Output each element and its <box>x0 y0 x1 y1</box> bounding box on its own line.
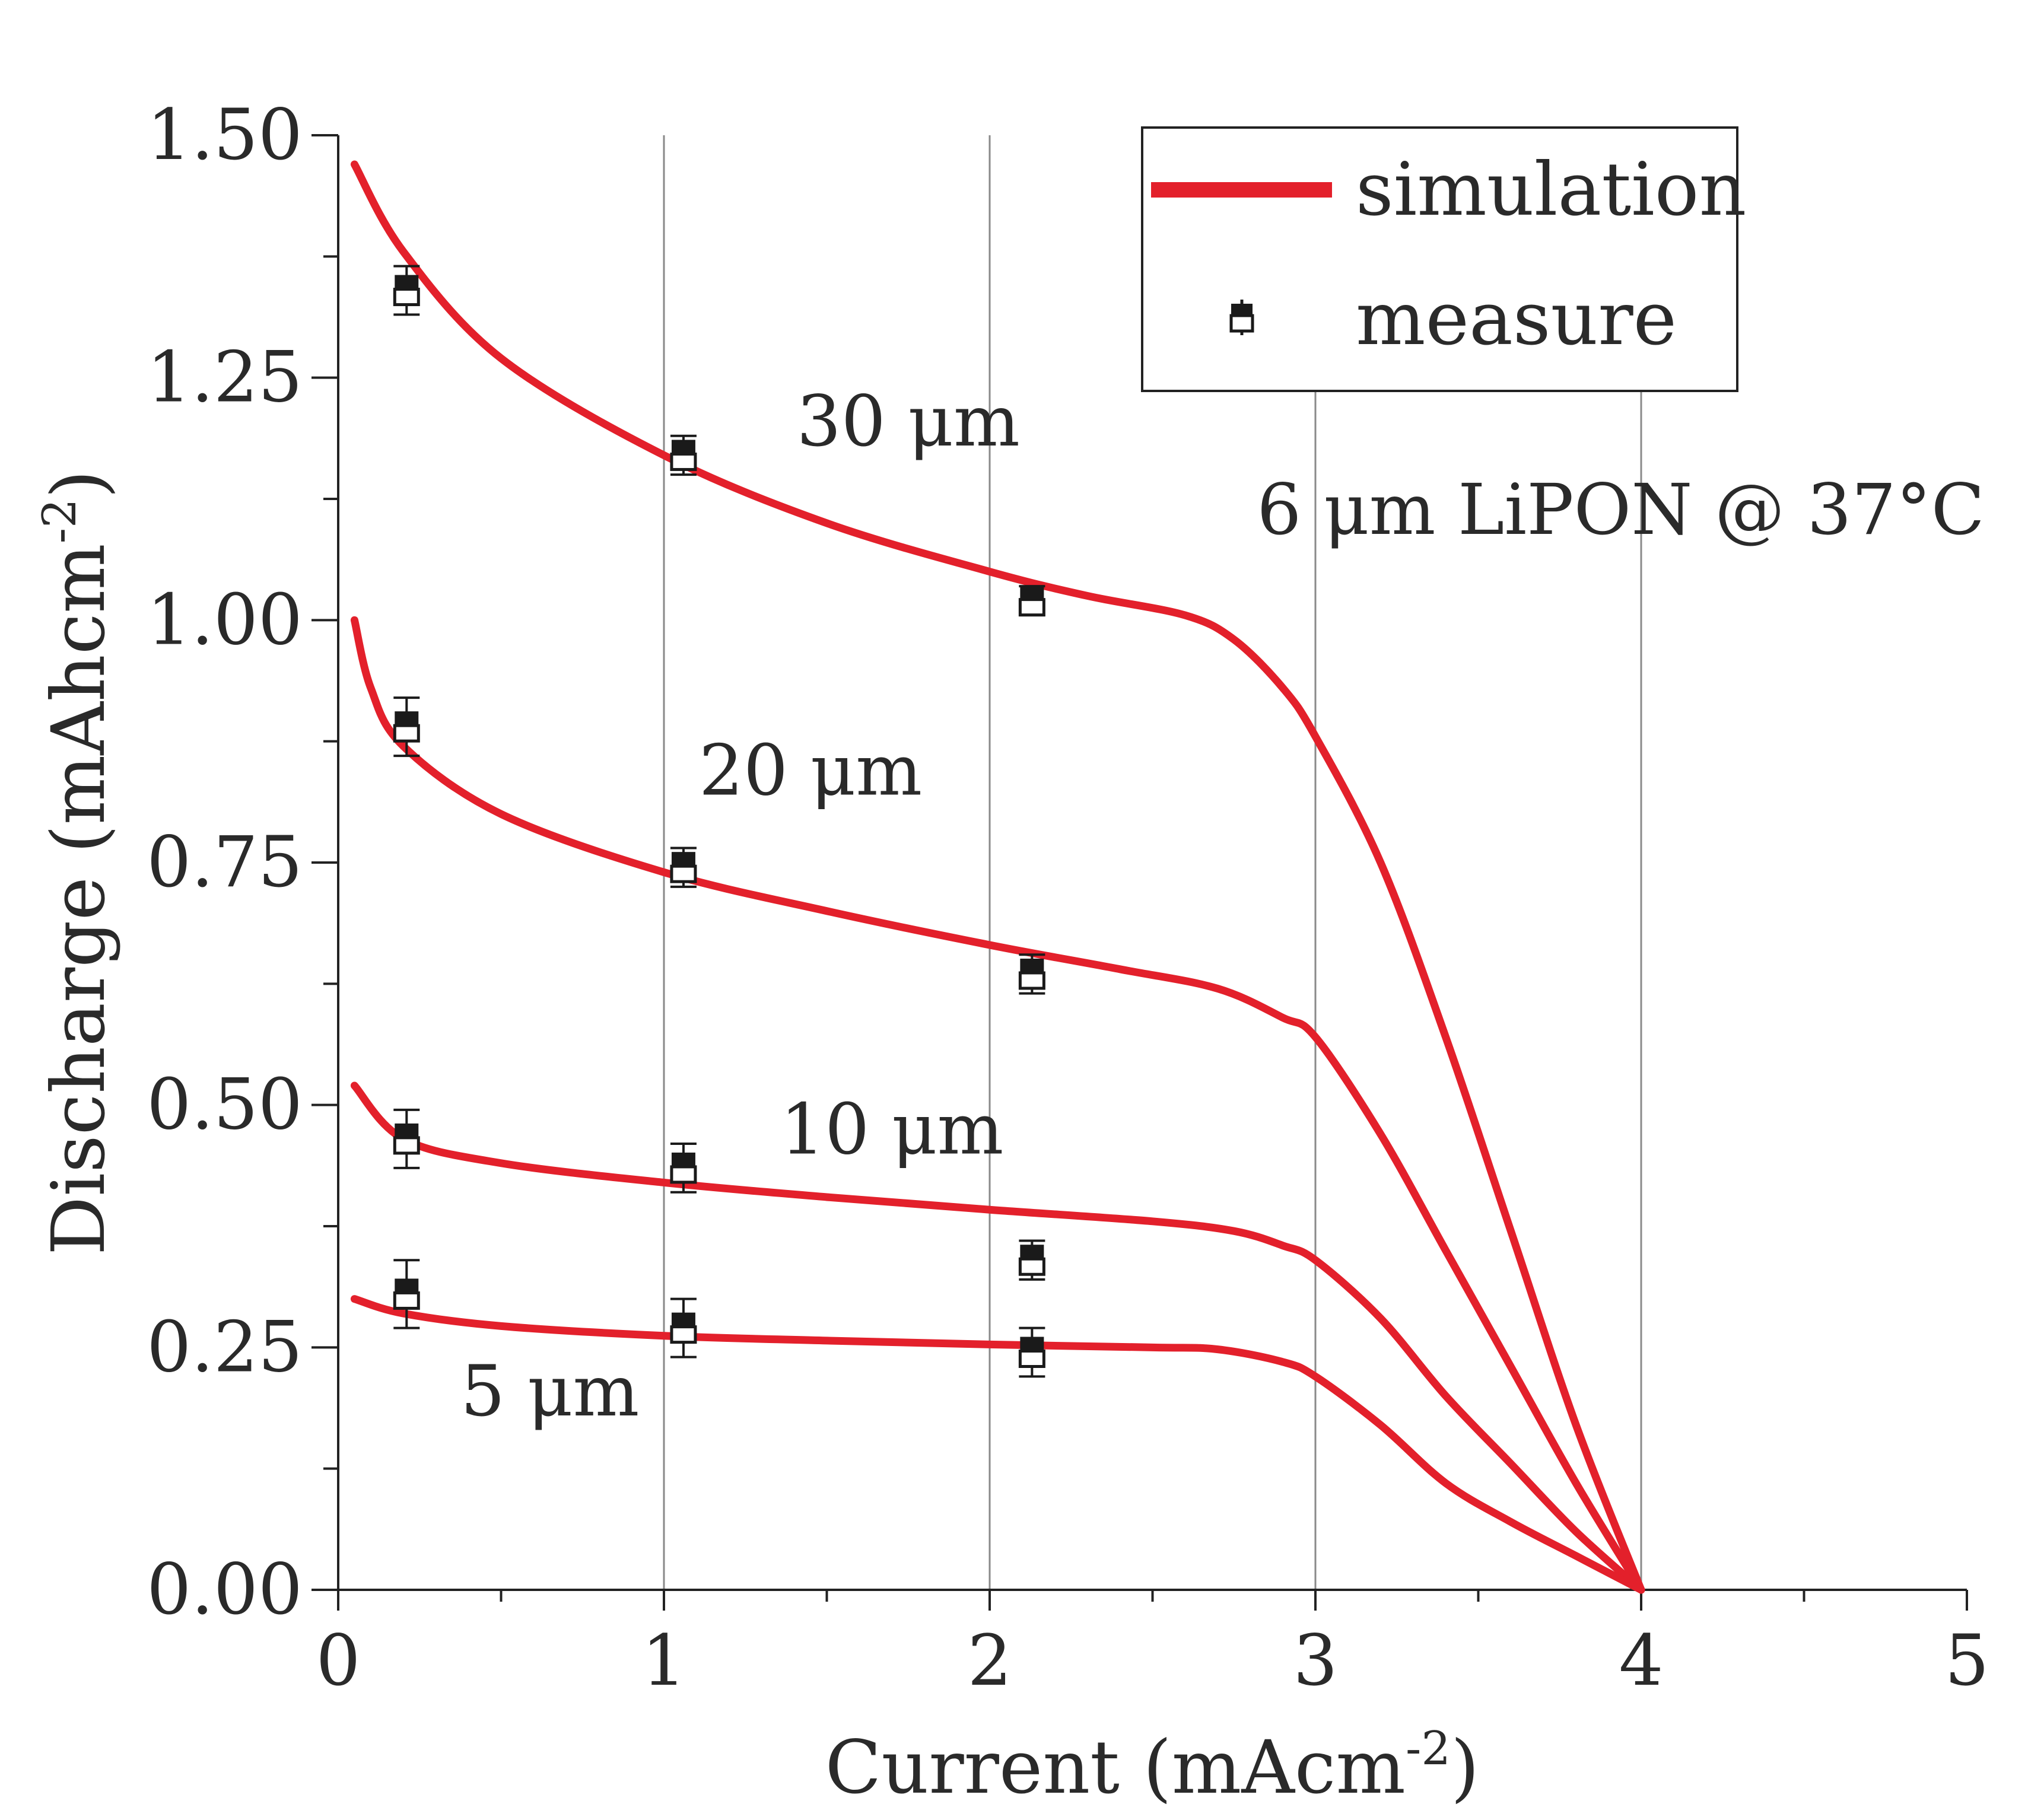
marker-top-half <box>395 1123 419 1138</box>
marker-top-half <box>671 852 695 867</box>
series-labels: 30 μm 20 μm 10 μm 5 μm <box>460 380 1020 1432</box>
x-tick-label: 3 <box>1293 1619 1337 1701</box>
measure-point <box>1018 585 1045 617</box>
marker-bottom-half <box>1018 1257 1045 1276</box>
y-tick-label: 1.25 <box>147 336 303 418</box>
y-tick-label: 0.25 <box>147 1306 303 1388</box>
y-tick-label: 0.00 <box>147 1548 303 1630</box>
measure-point <box>393 265 420 316</box>
simulation-line <box>350 616 1645 1594</box>
measure-point <box>1018 1326 1045 1378</box>
measure-point <box>670 847 697 888</box>
simulation-line <box>350 160 1645 1594</box>
legend-simulation-label: simulation <box>1356 147 1746 233</box>
x-ticks: 0 1 2 3 4 5 <box>316 1590 1989 1701</box>
simulation-lines <box>350 160 1645 1594</box>
measure-point <box>670 1297 697 1358</box>
series-label: 5 μm <box>460 1350 639 1432</box>
measure-point <box>670 434 697 476</box>
y-tick-label: 0.50 <box>147 1064 303 1146</box>
marker-bottom-half <box>393 1291 420 1310</box>
marker-top-half <box>671 1152 695 1167</box>
x-tick-label: 4 <box>1619 1619 1663 1701</box>
marker-top-half <box>1020 1245 1044 1259</box>
marker-top-half <box>1020 958 1044 973</box>
marker-bottom-half <box>1018 598 1045 617</box>
series-label: 20 μm <box>699 730 922 812</box>
marker-bottom-half <box>670 1165 697 1184</box>
series-label: 30 μm <box>797 380 1020 462</box>
legend-box <box>1141 126 1738 392</box>
y-tick-label: 0.75 <box>147 821 303 903</box>
marker-top-half <box>671 440 695 454</box>
x-tick-label: 5 <box>1944 1619 1989 1701</box>
measure-points <box>393 265 1045 1378</box>
simulation-line <box>350 1295 1645 1594</box>
marker-bottom-half <box>670 864 697 883</box>
marker-bottom-half <box>1018 1350 1045 1369</box>
legend-measure-label: measure <box>1356 276 1677 362</box>
marker-bottom-half <box>670 452 697 471</box>
marker-bottom-half <box>670 1325 697 1344</box>
y-ticks: 0.00 0.25 0.50 0.75 1.00 1.25 1.50 <box>147 94 338 1630</box>
marker-top-half <box>395 275 419 289</box>
marker-top-half <box>1020 1337 1044 1351</box>
marker-top-half <box>1020 585 1044 600</box>
x-tick-label: 2 <box>967 1619 1012 1701</box>
marker-bottom-half <box>393 1136 420 1155</box>
x-axis-title: Current (mAcm-2) <box>825 1722 1480 1811</box>
y-tick-label: 1.00 <box>147 578 303 660</box>
marker-top-half <box>671 1312 695 1327</box>
x-tick-label: 1 <box>641 1619 686 1701</box>
marker-bottom-half <box>393 288 420 307</box>
x-tick-label: 0 <box>316 1619 360 1701</box>
marker-top-half <box>395 1278 419 1293</box>
measure-point <box>670 1143 697 1194</box>
y-tick-label: 1.50 <box>147 94 303 176</box>
measure-point <box>1018 1239 1045 1281</box>
measure-point <box>1018 953 1045 995</box>
measure-point <box>393 1259 420 1329</box>
condition-label: 6 μm LiPON @ 37°C <box>1257 469 1985 551</box>
measure-point <box>393 696 420 758</box>
y-axis-title: Discharge (mAhcm-2) <box>33 470 122 1255</box>
measure-point <box>393 1108 420 1169</box>
marker-bottom-half <box>1018 971 1045 990</box>
marker-top-half <box>395 711 419 726</box>
marker-bottom-half <box>393 724 420 743</box>
simulation-line <box>350 1081 1645 1594</box>
legend: simulation measure <box>1141 126 1746 392</box>
series-label: 10 μm <box>780 1088 1003 1170</box>
legend-measure-swatch <box>1229 300 1254 335</box>
